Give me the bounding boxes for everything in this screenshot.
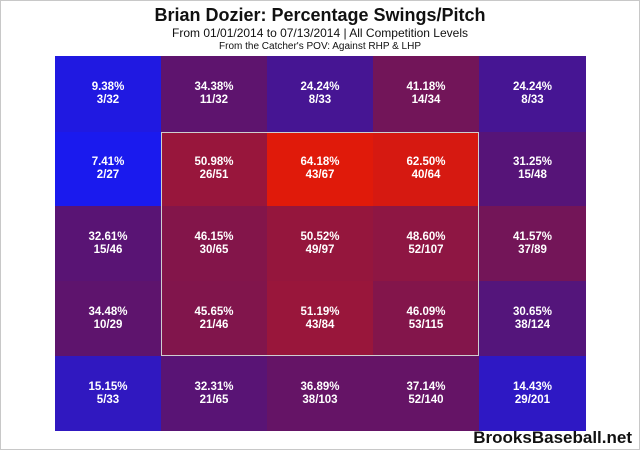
- heatmap-grid: 9.38% 3/32 34.38% 11/32 24.24% 8/33 41.18% 14/3…: [55, 56, 586, 431]
- cell-count: 49/97: [305, 243, 335, 256]
- heatmap-cell: 32.61% 15/46: [55, 206, 161, 281]
- credit-watermark: BrooksBaseball.net: [473, 428, 632, 447]
- cell-count: 26/51: [199, 169, 229, 181]
- cell-count: 14/34: [411, 94, 441, 106]
- cell-percentage: 37.14%: [406, 380, 446, 393]
- heatmap-cell: 34.38% 11/32: [161, 56, 267, 132]
- cell-count: 52/107: [408, 243, 444, 256]
- cell-count: 43/84: [305, 318, 335, 331]
- heatmap-cell: 9.38% 3/32: [55, 56, 161, 132]
- cell-count: 8/33: [308, 94, 332, 106]
- cell-percentage: 34.48%: [88, 305, 128, 318]
- heatmap-cell: 62.50% 40/64: [373, 132, 479, 206]
- cell-count: 43/67: [305, 169, 335, 181]
- cell-percentage: 50.98%: [194, 156, 234, 168]
- cell-count: 8/33: [521, 94, 544, 106]
- heatmap-cell: 31.25% 15/48: [479, 132, 586, 206]
- heatmap-cell: 36.89% 38/103: [267, 356, 373, 431]
- cell-count: 38/124: [514, 318, 551, 331]
- cell-percentage: 50.52%: [300, 230, 340, 243]
- cell-percentage: 41.57%: [512, 230, 552, 243]
- cell-count: 5/33: [96, 393, 120, 406]
- heatmap-cell: 14.43% 29/201: [479, 356, 586, 431]
- cell-count: 53/115: [408, 318, 444, 331]
- cell-percentage: 36.89%: [300, 380, 340, 393]
- heatmap-cell: 41.18% 14/34: [373, 56, 479, 132]
- cell-percentage: 31.25%: [512, 156, 552, 168]
- cell-count: 29/201: [514, 393, 551, 406]
- heatmap-cell: 50.98% 26/51: [161, 132, 267, 206]
- cell-count: 52/140: [408, 393, 444, 406]
- cell-count: 11/32: [199, 94, 229, 106]
- cell-percentage: 45.65%: [194, 305, 234, 318]
- chart-note: From the Catcher's POV: Against RHP & LH…: [219, 41, 421, 52]
- cell-percentage: 64.18%: [300, 156, 340, 168]
- heatmap-cell: 37.14% 52/140: [373, 356, 479, 431]
- cell-count: 15/48: [518, 169, 547, 181]
- cell-percentage: 48.60%: [406, 230, 446, 243]
- heatmap-cell: 64.18% 43/67: [267, 132, 373, 206]
- heatmap-cell: 50.52% 49/97: [267, 206, 373, 281]
- cell-percentage: 15.15%: [88, 380, 128, 393]
- cell-count: 38/103: [302, 393, 338, 406]
- cell-percentage: 62.50%: [406, 156, 446, 168]
- heatmap-cell: 41.57% 37/89: [479, 206, 586, 281]
- cell-percentage: 51.19%: [300, 305, 340, 318]
- heatmap-cell: 7.41% 2/27: [55, 132, 161, 206]
- heatmap-cell: 30.65% 38/124: [479, 281, 586, 356]
- cell-percentage: 7.41%: [91, 156, 125, 168]
- heatmap-cell: 32.31% 21/65: [161, 356, 267, 431]
- heatmap-cell: 45.65% 21/46: [161, 281, 267, 356]
- cell-percentage: 46.09%: [406, 305, 446, 318]
- heatmap-cell: 46.09% 53/115: [373, 281, 479, 356]
- heatmap-cell: 51.19% 43/84: [267, 281, 373, 356]
- cell-percentage: 41.18%: [406, 81, 446, 93]
- cell-count: 30/65: [199, 243, 229, 256]
- cell-count: 2/27: [96, 169, 120, 181]
- chart-subtitle: From 01/01/2014 to 07/13/2014 | All Comp…: [172, 26, 468, 40]
- cell-percentage: 30.65%: [512, 305, 552, 318]
- cell-count: 21/65: [199, 393, 229, 406]
- cell-count: 15/46: [93, 243, 123, 256]
- cell-percentage: 14.43%: [512, 380, 552, 393]
- cell-count: 40/64: [411, 169, 441, 181]
- heatmap-cell: 15.15% 5/33: [55, 356, 161, 431]
- cell-percentage: 9.38%: [91, 81, 125, 93]
- heatmap-cell: 34.48% 10/29: [55, 281, 161, 356]
- cell-count: 3/32: [96, 94, 120, 106]
- cell-count: 37/89: [518, 243, 547, 256]
- heatmap-cell: 24.24% 8/33: [479, 56, 586, 132]
- cell-percentage: 24.24%: [512, 81, 552, 93]
- cell-count: 10/29: [93, 318, 123, 331]
- cell-percentage: 24.24%: [300, 81, 340, 93]
- chart-title: Brian Dozier: Percentage Swings/Pitch: [154, 5, 486, 25]
- cell-percentage: 32.31%: [194, 380, 234, 393]
- cell-percentage: 32.61%: [88, 230, 128, 243]
- heatmap-cell: 24.24% 8/33: [267, 56, 373, 132]
- cell-percentage: 34.38%: [194, 81, 234, 93]
- cell-count: 21/46: [199, 318, 229, 331]
- cell-percentage: 46.15%: [194, 230, 234, 243]
- heatmap-cell: 48.60% 52/107: [373, 206, 479, 281]
- heatmap-cell: 46.15% 30/65: [161, 206, 267, 281]
